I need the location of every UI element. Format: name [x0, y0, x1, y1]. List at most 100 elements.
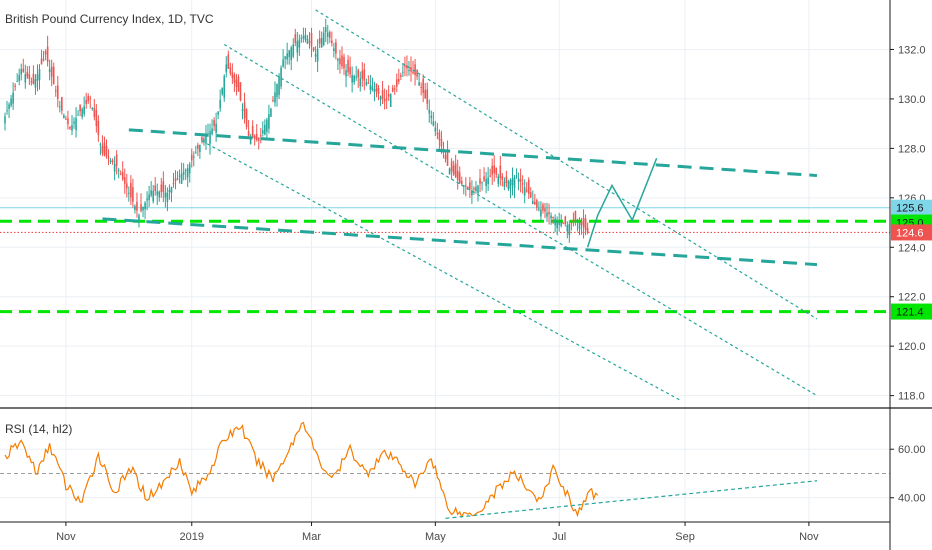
candle-body [424, 89, 427, 99]
candle-body [351, 75, 353, 83]
candle-body [119, 173, 122, 175]
candle-body [521, 183, 524, 185]
candle-body [523, 187, 526, 196]
candle-body [324, 27, 327, 33]
candle-body [245, 109, 248, 128]
y-tick-label: 132.0 [898, 44, 926, 56]
candle-body [107, 157, 110, 159]
candle-body [126, 183, 128, 189]
candle-body [22, 68, 25, 72]
candle-body [487, 177, 489, 185]
candle-body [14, 85, 16, 87]
candle-body [176, 178, 179, 180]
candle-body [67, 118, 69, 125]
candle-body [517, 178, 520, 182]
candle-body [556, 220, 558, 229]
candle-body [430, 115, 433, 119]
candle-body [294, 34, 297, 43]
candle-body [550, 215, 552, 219]
candle-body [52, 67, 55, 85]
upper-wedge-line[interactable] [128, 128, 818, 178]
candle-body [400, 75, 402, 77]
candle-body [298, 39, 301, 48]
candle-body [408, 70, 410, 72]
candle-body [389, 93, 392, 108]
channel-lower[interactable] [201, 140, 682, 402]
lower-wedge-line[interactable] [102, 217, 818, 267]
candle-body [326, 32, 329, 37]
candle-body [99, 144, 102, 146]
candle-body [284, 56, 286, 59]
candle-body [495, 167, 498, 175]
price-tag-label: 125.6 [896, 203, 924, 215]
candle-body [73, 121, 75, 124]
rsi-line[interactable] [4, 421, 599, 519]
candle-body [34, 79, 37, 88]
candle-body [312, 47, 315, 51]
rsi-tick-label: 60.00 [898, 444, 926, 456]
channel-middle[interactable] [223, 43, 818, 397]
candle-body [91, 107, 94, 109]
candle-body [542, 204, 544, 211]
candles-layer [4, 18, 589, 243]
candle-body [540, 209, 542, 217]
candle-body [365, 82, 368, 85]
price-tag[interactable] [891, 303, 932, 320]
candle-body [369, 85, 372, 90]
candle-body [501, 176, 504, 180]
candle-body [276, 84, 278, 98]
candle-body [272, 100, 274, 102]
candle-body [318, 38, 321, 44]
candle-body [578, 222, 581, 230]
x-tick-label: Mar [302, 531, 321, 543]
grid-layer [0, 0, 890, 522]
candle-body [211, 128, 213, 135]
x-tick-label: Sep [675, 531, 695, 543]
price-tag[interactable] [891, 224, 932, 241]
candle-body [572, 220, 575, 223]
candle-body [274, 92, 276, 103]
candle-body [497, 176, 500, 185]
candle-body [337, 58, 339, 61]
rsi-trend-line[interactable] [445, 480, 818, 519]
candle-body [160, 184, 163, 192]
candle-body [440, 138, 443, 147]
candle-body [467, 187, 469, 189]
candle-body [404, 64, 406, 67]
candle-body [479, 178, 481, 184]
candle-body [546, 212, 548, 217]
candle-body [532, 200, 534, 205]
candle-body [130, 183, 132, 198]
channel-upper[interactable] [315, 9, 818, 320]
candle-body [436, 133, 439, 135]
candle-body [473, 188, 475, 190]
candle-body [300, 37, 303, 39]
candle-body [534, 202, 536, 205]
price-tag[interactable] [891, 199, 932, 216]
candle-body [434, 127, 437, 132]
projection-path[interactable] [586, 157, 658, 248]
candle-body [154, 185, 157, 192]
candle-body [111, 160, 114, 163]
candle-body [458, 172, 461, 183]
candle-body [42, 59, 45, 61]
candle-body [69, 127, 71, 129]
candle-body [32, 73, 35, 85]
candle-body [322, 32, 325, 45]
candle-body [527, 179, 530, 194]
candle-body [278, 75, 280, 95]
candle-body [387, 93, 390, 97]
candle-body [507, 181, 510, 190]
candle-body [359, 78, 362, 87]
candle-body [85, 100, 87, 104]
candle-body [452, 165, 455, 175]
candle-body [95, 110, 98, 127]
candle-body [574, 211, 577, 222]
candle-body [150, 190, 152, 196]
candle-body [168, 189, 171, 193]
candle-body [170, 187, 173, 193]
candle-body [544, 208, 546, 212]
candle-body [6, 110, 8, 112]
candle-body [205, 136, 207, 144]
candle-body [552, 216, 554, 218]
